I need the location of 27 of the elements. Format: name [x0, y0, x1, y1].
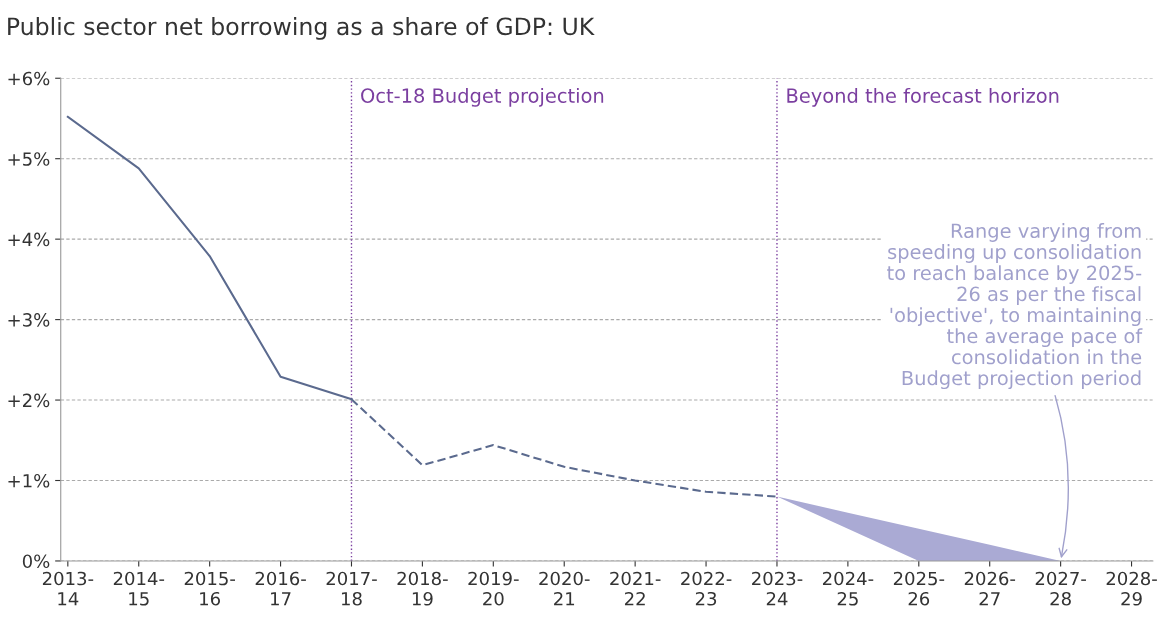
x-tick-label: 2018- 19	[397, 571, 448, 606]
y-tick-label: +3%	[8, 313, 50, 327]
y-tick-label: +5%	[8, 152, 50, 166]
x-tick-label: 2028- 29	[1106, 571, 1157, 606]
y-tick-label: +1%	[8, 473, 50, 488]
x-tick-label: 2019- 20	[468, 571, 519, 606]
y-tick-label: 0%	[22, 554, 50, 569]
x-tick-label: 2013- 14	[42, 571, 94, 606]
x-tick-label: 2017- 18	[326, 571, 377, 606]
x-tick-label: 2026- 27	[964, 571, 1016, 606]
x-tick-label: 2022- 23	[681, 571, 732, 606]
x-tick-label: 2023- 24	[752, 571, 803, 606]
y-tick-label: +2%	[8, 393, 50, 408]
x-tick-label: 2024- 25	[822, 571, 874, 606]
x-tick-label: 2014- 15	[113, 571, 165, 606]
x-tick-label: 2020- 21	[539, 571, 590, 606]
x-tick-label: 2015- 16	[184, 571, 236, 606]
x-tick-label: 2025- 26	[893, 571, 945, 606]
x-tick-label: 2021- 22	[610, 571, 661, 606]
y-tick-label: +4%	[8, 232, 50, 247]
annotation: Range varying from speeding up consolidation to reach balance by 2025- 26 as per the fiscal 'objective', to maintaining the average pace of consolidation in the Budget projection period	[887, 223, 1143, 390]
x-tick-label: 2016- 17	[255, 571, 306, 606]
ref-line-label: Oct-18 Budget projection	[361, 87, 604, 107]
x-tick-label: 2027- 28	[1035, 571, 1086, 606]
y-tick-label: +6%	[8, 71, 50, 86]
chart-title: Public sector net borrowing as a share of GDP: UK	[8, 16, 595, 40]
ref-line-label: Beyond the forecast horizon	[787, 87, 1059, 107]
